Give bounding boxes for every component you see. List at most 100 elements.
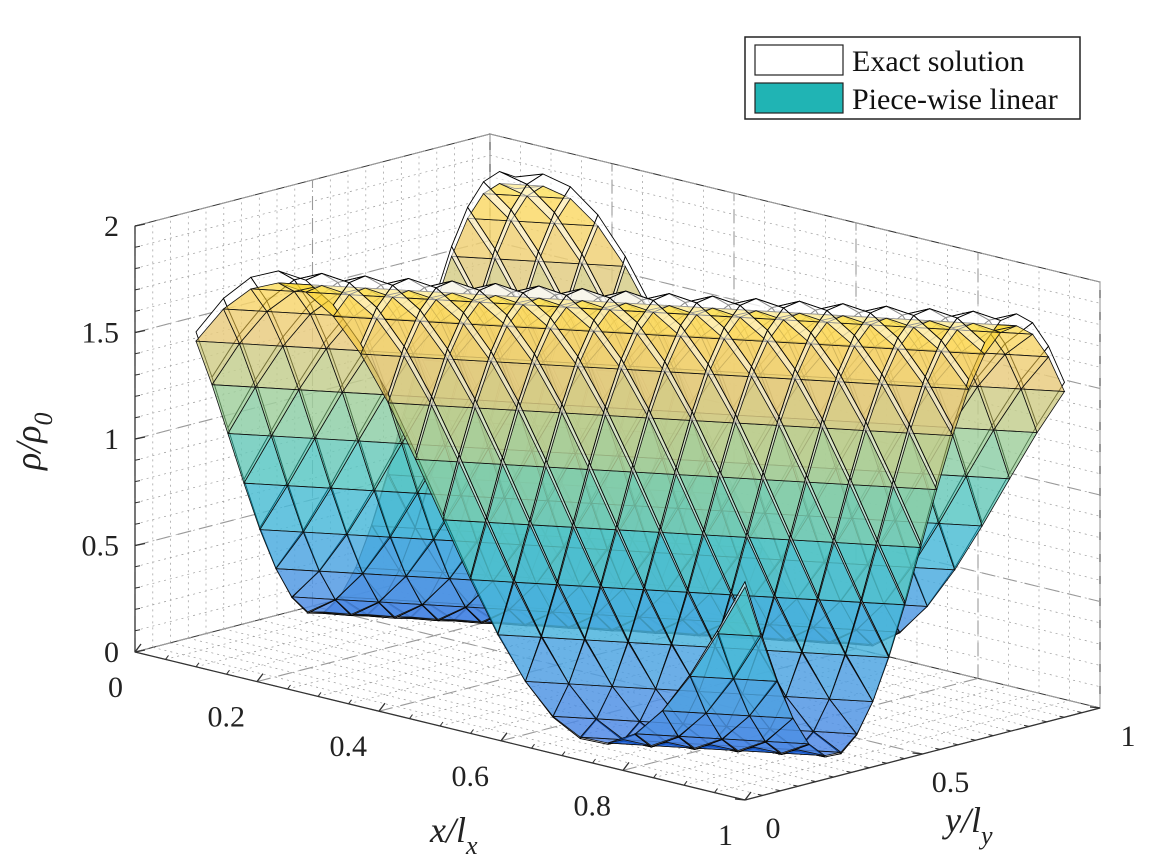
y-minor-tick xyxy=(810,780,817,783)
legend: Exact solution Piece-wise linear xyxy=(744,36,1081,120)
linear-surface-triangle xyxy=(506,304,552,330)
linear-surface-triangle xyxy=(860,543,906,606)
linear-surface-triangle xyxy=(910,566,956,608)
linear-surface-triangle xyxy=(593,309,639,335)
linear-surface-triangle xyxy=(757,596,803,653)
floor-grid-x-minor xyxy=(622,678,979,771)
linear-surface-triangle xyxy=(720,738,766,752)
linear-surface-triangle xyxy=(812,698,858,735)
y-minor-tick xyxy=(828,775,834,778)
legend-label-linear: Piece-wise linear xyxy=(852,83,1058,116)
linear-surface-triangle xyxy=(837,345,883,385)
linear-surface-triangle xyxy=(346,534,391,575)
floor-grid-x-minor xyxy=(317,604,674,697)
wall-grid-z-minor xyxy=(134,282,491,376)
linear-surface-triangle xyxy=(965,475,1011,527)
linear-surface-triangle xyxy=(705,712,751,740)
wall-grid-z-minor xyxy=(134,517,491,610)
linear-surface-triangle xyxy=(881,348,927,388)
y-minor-tick xyxy=(988,734,994,737)
linear-surface-triangle xyxy=(805,426,851,486)
y-minor-tick xyxy=(793,784,799,787)
z-minor-tick xyxy=(134,352,141,355)
linear-surface-triangle xyxy=(719,421,764,481)
z-tick-label: 0.5 xyxy=(82,530,120,563)
wall-grid-z-minor xyxy=(134,197,491,291)
x-minor-tick xyxy=(714,788,718,793)
linear-surface-triangle xyxy=(377,601,423,618)
linear-surface-triangle xyxy=(286,485,332,534)
y-minor-tick xyxy=(775,789,781,792)
linear-surface-triangle xyxy=(579,718,625,741)
linear-surface-triangle xyxy=(1020,388,1066,434)
linear-surface-triangle xyxy=(259,529,305,570)
wall-grid-z-minor xyxy=(134,367,491,461)
y-minor-tick xyxy=(1041,720,1047,723)
x-minor-tick xyxy=(561,751,566,756)
linear-surface-triangle xyxy=(949,427,995,478)
x-minor-tick xyxy=(683,780,688,786)
floor-grid-x-minor xyxy=(195,574,552,668)
wall-grid-z-minor xyxy=(134,261,491,355)
y-tick-label: 0.5 xyxy=(932,766,970,799)
linear-surface-triangle xyxy=(746,478,792,541)
x-tick-label: 0.4 xyxy=(330,730,368,763)
floor-grid-x-minor xyxy=(378,618,735,712)
linear-surface-triangle xyxy=(553,197,599,227)
linear-surface-triangle xyxy=(977,386,1022,431)
linear-surface-triangle xyxy=(458,406,504,465)
z-tick-label: 1 xyxy=(104,423,119,456)
linear-surface-triangle xyxy=(572,468,618,531)
linear-surface-triangle xyxy=(438,619,482,623)
legend-swatch-linear xyxy=(754,82,844,114)
z-minor-tick xyxy=(134,245,141,248)
linear-surface-triangle xyxy=(394,616,439,620)
linear-surface-triangle xyxy=(537,222,583,265)
linear-surface-triangle xyxy=(876,485,922,548)
linear-surface-triangle xyxy=(552,683,598,720)
floor-grid-x-minor xyxy=(653,685,1009,779)
x-minor-tick xyxy=(317,692,322,697)
z-minor-tick xyxy=(134,522,141,525)
linear-surface-triangle xyxy=(211,384,257,435)
floor-grid-x-minor xyxy=(500,648,857,742)
linear-surface-triangle xyxy=(717,633,762,680)
floor-grid-x-major xyxy=(256,589,613,683)
linear-surface-triangle xyxy=(844,601,890,658)
x-axis-label: x/lx xyxy=(429,810,478,860)
z-minor-tick xyxy=(134,586,141,589)
linear-surface-triangle xyxy=(748,715,794,743)
linear-surface-triangle xyxy=(892,431,938,491)
linear-surface-triangle xyxy=(556,526,602,588)
z-tick-label: 2 xyxy=(104,210,119,243)
linear-surface-triangle xyxy=(314,438,359,490)
linear-surface-triangle xyxy=(446,323,492,363)
wall-grid-z-minor xyxy=(134,538,491,632)
z-minor-tick xyxy=(134,607,141,610)
linear-surface-triangle xyxy=(361,573,408,603)
linear-surface-triangle xyxy=(431,358,476,409)
linear-surface-triangle xyxy=(853,324,899,350)
surface-layer xyxy=(195,170,1066,758)
floor-grid-x-minor xyxy=(592,670,948,764)
linear-surface-triangle xyxy=(723,316,769,342)
linear-surface-triangle xyxy=(302,531,348,573)
linear-surface-triangle xyxy=(469,521,515,583)
x-tick-label: 0 xyxy=(108,671,123,704)
linear-surface-triangle xyxy=(298,389,343,440)
linear-surface-triangle xyxy=(275,568,321,598)
y-tick-label: 1 xyxy=(1121,720,1136,753)
linear-surface-triangle xyxy=(627,588,673,646)
x-minor-tick xyxy=(653,773,657,779)
z-major-tick xyxy=(134,329,146,334)
linear-surface-triangle xyxy=(675,419,721,478)
linear-surface-triangle xyxy=(865,383,911,434)
wall-grid-z-minor xyxy=(134,495,491,589)
linear-surface-triangle xyxy=(588,414,634,473)
x-tick-label: 0.6 xyxy=(452,760,490,793)
linear-surface-triangle xyxy=(243,482,289,531)
linear-surface-triangle xyxy=(671,591,716,648)
linear-surface-triangle xyxy=(773,538,819,601)
linear-surface-triangle xyxy=(494,220,540,262)
